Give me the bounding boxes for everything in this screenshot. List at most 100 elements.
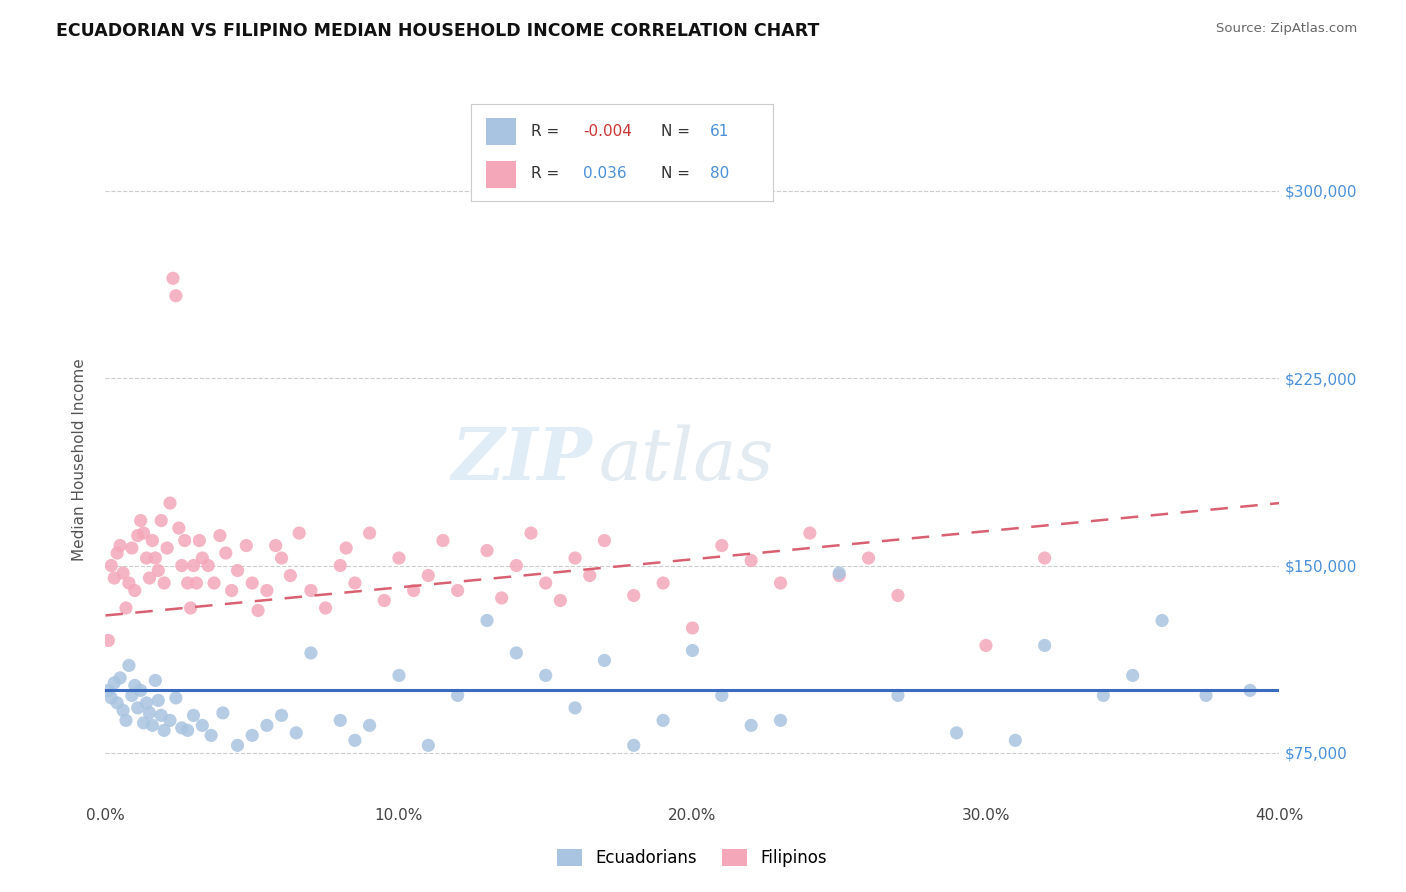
Point bbox=[143, 673, 166, 688]
Text: 61: 61 bbox=[710, 124, 730, 139]
Point bbox=[270, 551, 292, 566]
Point bbox=[150, 514, 173, 528]
Point bbox=[288, 526, 311, 541]
Point bbox=[148, 564, 170, 578]
Bar bbox=[486, 161, 516, 188]
Text: N =: N = bbox=[661, 124, 690, 139]
Point bbox=[740, 718, 762, 732]
Point bbox=[115, 601, 138, 615]
Point bbox=[315, 601, 337, 615]
Point bbox=[418, 568, 440, 582]
Text: R =: R = bbox=[531, 166, 560, 181]
Point bbox=[1033, 551, 1056, 566]
Point bbox=[112, 566, 135, 580]
Point bbox=[491, 591, 513, 605]
Point bbox=[280, 568, 302, 582]
Point bbox=[652, 576, 675, 591]
Point bbox=[564, 551, 586, 566]
Point bbox=[183, 708, 205, 723]
Point bbox=[138, 706, 160, 720]
Point bbox=[129, 514, 152, 528]
Point bbox=[197, 558, 219, 573]
Point bbox=[388, 668, 411, 682]
Point bbox=[141, 533, 163, 548]
Point bbox=[247, 603, 270, 617]
Point bbox=[105, 546, 128, 560]
Point bbox=[858, 551, 880, 566]
Point bbox=[173, 533, 195, 548]
Point bbox=[167, 521, 190, 535]
Point bbox=[359, 718, 381, 732]
Point bbox=[148, 693, 170, 707]
Text: N =: N = bbox=[661, 166, 690, 181]
Point bbox=[475, 543, 498, 558]
Point bbox=[329, 714, 352, 728]
Point bbox=[121, 689, 143, 703]
Text: ECUADORIAN VS FILIPINO MEDIAN HOUSEHOLD INCOME CORRELATION CHART: ECUADORIAN VS FILIPINO MEDIAN HOUSEHOLD … bbox=[56, 22, 820, 40]
Point bbox=[388, 551, 411, 566]
Point bbox=[1092, 689, 1115, 703]
Point bbox=[256, 583, 278, 598]
Point bbox=[108, 539, 131, 553]
Point bbox=[100, 690, 122, 705]
Point bbox=[1122, 668, 1144, 682]
Point bbox=[170, 558, 193, 573]
Point bbox=[505, 558, 527, 573]
Point bbox=[202, 576, 225, 591]
Point bbox=[105, 696, 128, 710]
Point bbox=[769, 714, 792, 728]
Text: R =: R = bbox=[531, 124, 560, 139]
Point bbox=[299, 583, 322, 598]
Point bbox=[769, 576, 792, 591]
Point bbox=[432, 533, 454, 548]
Point bbox=[138, 571, 160, 585]
Point bbox=[593, 653, 616, 667]
Point bbox=[887, 689, 910, 703]
Point bbox=[118, 658, 141, 673]
Point bbox=[534, 576, 557, 591]
Point bbox=[200, 728, 222, 742]
Point bbox=[343, 576, 366, 591]
Point bbox=[176, 576, 198, 591]
Point bbox=[446, 583, 468, 598]
Point bbox=[124, 583, 146, 598]
Point bbox=[112, 703, 135, 717]
Point bbox=[165, 289, 187, 303]
Point bbox=[740, 553, 762, 567]
Point bbox=[132, 526, 155, 541]
Point bbox=[593, 533, 616, 548]
Point bbox=[221, 583, 243, 598]
Point bbox=[799, 526, 821, 541]
Y-axis label: Median Household Income: Median Household Income bbox=[72, 358, 87, 561]
Point bbox=[285, 726, 308, 740]
Point bbox=[124, 678, 146, 692]
Text: Source: ZipAtlas.com: Source: ZipAtlas.com bbox=[1216, 22, 1357, 36]
Point bbox=[108, 671, 131, 685]
Point bbox=[418, 739, 440, 753]
Point bbox=[226, 564, 249, 578]
Point bbox=[97, 683, 120, 698]
Point bbox=[103, 571, 125, 585]
Point bbox=[159, 714, 181, 728]
Point bbox=[335, 541, 357, 555]
Point bbox=[191, 718, 214, 732]
Point bbox=[402, 583, 425, 598]
Point bbox=[1150, 614, 1173, 628]
Point bbox=[240, 576, 263, 591]
Point bbox=[682, 643, 704, 657]
Point bbox=[710, 689, 733, 703]
Point bbox=[623, 589, 645, 603]
Point bbox=[127, 701, 149, 715]
Point bbox=[132, 715, 155, 730]
Point bbox=[183, 558, 205, 573]
Point bbox=[97, 633, 120, 648]
Point bbox=[127, 528, 149, 542]
Point bbox=[1004, 733, 1026, 747]
Legend: Ecuadorians, Filipinos: Ecuadorians, Filipinos bbox=[551, 842, 834, 873]
Point bbox=[240, 728, 263, 742]
Point bbox=[652, 714, 675, 728]
Point bbox=[235, 539, 257, 553]
Point bbox=[103, 676, 125, 690]
Point bbox=[828, 568, 851, 582]
Text: 80: 80 bbox=[710, 166, 730, 181]
